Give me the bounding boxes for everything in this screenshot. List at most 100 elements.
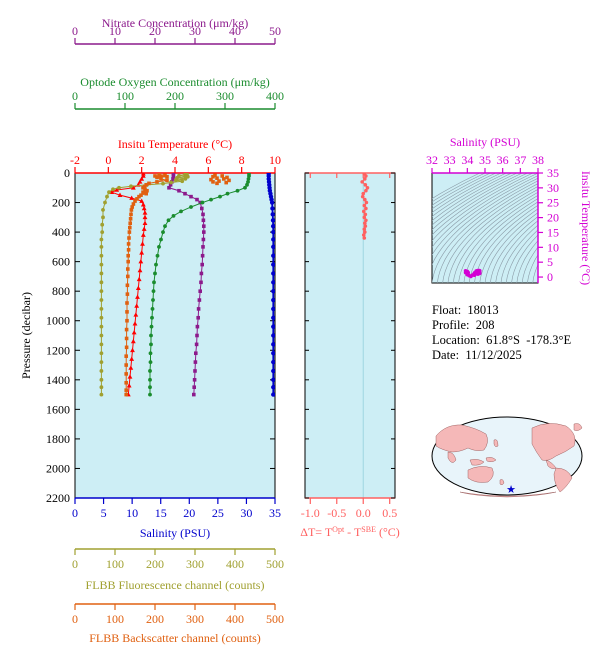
- ts-diagram-chart: 32 33 34 35 36 37 38 Salinity (PSU) 051015202530…: [426, 135, 593, 285]
- data-point-salinity: [271, 237, 275, 242]
- data-point-backscatter: [157, 173, 161, 177]
- data-point-fluorescence: [99, 324, 104, 329]
- pressure-tick-label: 1200: [46, 343, 70, 357]
- data-point-oxygen: [152, 280, 156, 285]
- data-point-fluorescence: [173, 178, 178, 182]
- ts-density-contours: [432, 173, 538, 283]
- data-point-fluorescence: [101, 215, 105, 220]
- data-point-oxygen: [189, 205, 193, 209]
- ts-x-tick-label: 33: [444, 153, 456, 167]
- data-point-nitrate: [200, 253, 205, 258]
- data-point-salinity: [271, 385, 275, 390]
- axis-tick-label-temperature: 8: [239, 153, 245, 167]
- axis-tick-label-backscatter: 300: [186, 612, 204, 626]
- data-point-fluorescence: [185, 174, 190, 179]
- ts-isopycnal: [432, 173, 529, 236]
- data-point-oxygen: [225, 191, 230, 196]
- data-point-backscatter: [129, 212, 133, 217]
- data-point-backscatter: [225, 175, 229, 180]
- ts-isopycnal: [500, 224, 538, 283]
- data-point-nitrate: [183, 191, 187, 196]
- data-point-backscatter: [124, 345, 129, 350]
- data-point-fluorescence: [99, 298, 104, 302]
- data-point-backscatter: [124, 354, 128, 358]
- axis-title-fluorescence: FLBB Fluorescence channel (counts): [86, 578, 265, 592]
- ts-y-tick-label: 30: [547, 181, 559, 195]
- data-point-oxygen: [246, 177, 251, 181]
- data-point-nitrate: [198, 289, 202, 293]
- delta-t-point: [361, 233, 366, 237]
- data-point-fluorescence: [99, 271, 104, 276]
- ts-point: [469, 274, 473, 278]
- data-point-oxygen: [171, 213, 176, 218]
- data-point-backscatter: [129, 208, 134, 212]
- data-point-oxygen: [157, 244, 161, 249]
- ts-isopycnal: [532, 263, 538, 283]
- data-point-backscatter: [217, 179, 221, 183]
- data-point-fluorescence: [183, 173, 187, 177]
- ts-y-axis-label: Insitu Temperature (°C): [579, 171, 593, 285]
- axis-tick-label-salinity: 20: [183, 506, 195, 520]
- ts-point: [476, 272, 480, 276]
- axis-tick-label-nitrate: 20: [149, 24, 161, 38]
- data-point-temperature: [134, 303, 140, 308]
- data-point-oxygen: [149, 342, 153, 347]
- data-point-temperature: [140, 241, 145, 246]
- float-id: Float: 18013: [432, 303, 499, 317]
- data-point-fluorescence: [99, 244, 104, 249]
- data-point-oxygen: [218, 194, 222, 199]
- axis-tick-label-fluorescence: 500: [266, 557, 284, 571]
- axis-tick-label-nitrate: 50: [269, 24, 281, 38]
- data-point-fluorescence: [99, 392, 104, 397]
- data-point-fluorescence: [99, 315, 104, 320]
- ts-x-tick-label: 35: [479, 153, 491, 167]
- profile-number: Profile: 208: [432, 318, 495, 332]
- data-point-fluorescence: [99, 253, 104, 258]
- data-point-oxygen: [149, 333, 153, 338]
- delta-t-point: [360, 194, 365, 199]
- data-point-backscatter: [126, 248, 131, 252]
- data-point-backscatter: [153, 174, 157, 178]
- data-point-salinity: [271, 229, 275, 235]
- data-point-backscatter: [163, 173, 167, 178]
- delta-t-plot-area: [304, 172, 396, 499]
- data-point-salinity: [271, 333, 275, 338]
- data-point-backscatter: [130, 205, 134, 209]
- data-point-fluorescence: [99, 237, 104, 242]
- data-point-temperature: [135, 285, 141, 291]
- data-point-salinity: [271, 377, 275, 383]
- delta-t-point: [363, 183, 368, 187]
- data-point-temperature: [140, 232, 146, 237]
- data-point-nitrate: [201, 237, 206, 242]
- x-axis-salinity: 0 5 10 15 20 25 30 35 Salinity (PSU): [72, 497, 281, 540]
- data-point-fluorescence: [105, 194, 109, 199]
- ts-series: [463, 268, 482, 279]
- axis-tick-label-temperature: 10: [269, 153, 281, 167]
- axis-tick-label-oxygen: 200: [166, 89, 184, 103]
- data-point-temperature: [139, 176, 145, 181]
- data-point-salinity: [271, 297, 275, 303]
- data-point-nitrate: [199, 280, 203, 285]
- data-point-nitrate: [195, 324, 200, 329]
- axis-tick-label-backscatter: 500: [266, 612, 284, 626]
- ts-isopycnal: [432, 173, 481, 199]
- series-line-fluorescence: [100, 173, 188, 395]
- main-plot-area: [74, 172, 276, 499]
- data-point-temperature: [135, 294, 140, 299]
- data-point-temperature: [140, 202, 146, 207]
- ts-y-tick-label: 25: [547, 196, 559, 210]
- data-point-nitrate: [189, 194, 193, 199]
- data-point-salinity: [271, 306, 275, 312]
- data-point-backscatter: [128, 216, 133, 221]
- ts-y-tick-label: 10: [547, 240, 559, 254]
- data-point-temperature: [130, 185, 136, 190]
- data-point-temperature: [137, 179, 143, 184]
- data-point-oxygen: [148, 377, 152, 382]
- data-point-temperature: [133, 312, 139, 317]
- data-point-temperature: [139, 198, 145, 203]
- data-point-oxygen: [161, 230, 165, 234]
- ts-x-tick-label: 36: [497, 153, 509, 167]
- data-point-backscatter: [125, 318, 129, 323]
- data-point-nitrate: [202, 230, 206, 234]
